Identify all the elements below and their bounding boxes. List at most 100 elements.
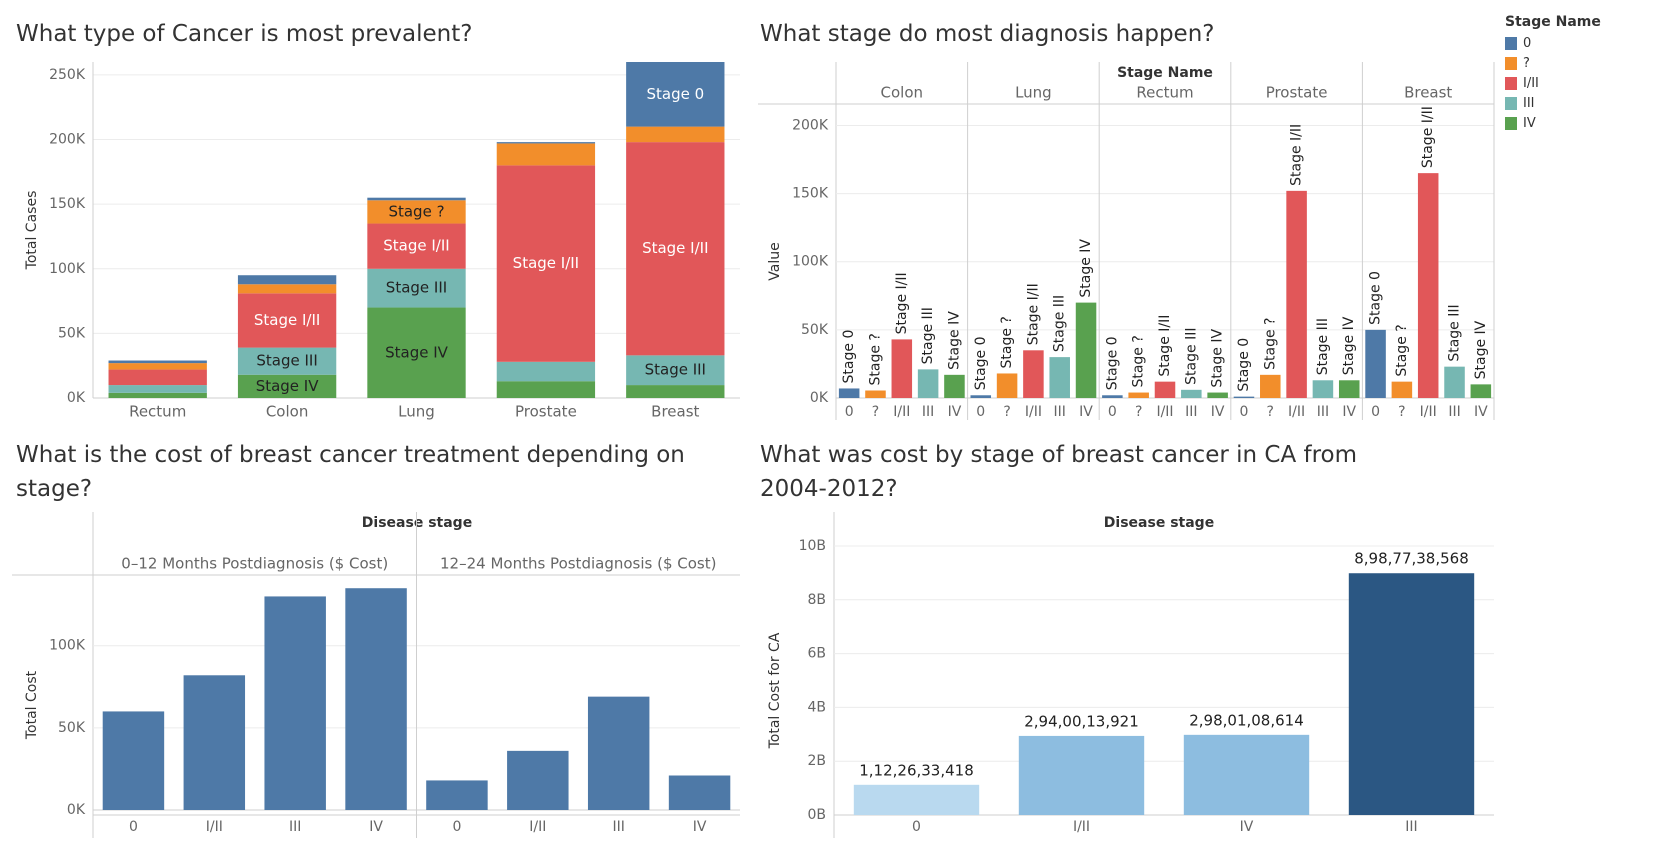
segment-label: Stage III bbox=[645, 361, 706, 379]
y-tick-label: 150K bbox=[49, 196, 86, 212]
legend-item[interactable]: IV bbox=[1505, 113, 1601, 133]
bar bbox=[865, 390, 886, 398]
bar bbox=[587, 696, 650, 810]
chart4-title: What was cost by stage of breast cancer … bbox=[760, 442, 1358, 502]
facet-label: Rectum bbox=[1136, 84, 1193, 102]
facet-label: Prostate bbox=[1266, 84, 1328, 102]
x-tick-label: IV bbox=[948, 404, 962, 420]
bar bbox=[668, 775, 731, 810]
x-tick-label: III bbox=[612, 819, 624, 835]
segment-label: Stage IV bbox=[256, 377, 320, 395]
bar-label: Stage IV bbox=[946, 311, 962, 370]
bar bbox=[917, 369, 939, 398]
chart1-title: What type of Cancer is most prevalent? bbox=[16, 21, 473, 47]
bar bbox=[853, 784, 980, 815]
bar-label: Stage IV bbox=[1341, 316, 1357, 375]
x-tick-label: Lung bbox=[398, 403, 435, 421]
segment-label: Stage I/II bbox=[254, 311, 320, 329]
bar bbox=[1181, 389, 1202, 398]
x-tick-label: III bbox=[289, 819, 301, 835]
stacked-bar-segment bbox=[496, 381, 596, 398]
bar bbox=[1233, 396, 1255, 398]
legend-item[interactable]: ? bbox=[1505, 53, 1601, 73]
x-tick-label: IV bbox=[369, 819, 383, 835]
bar-label: Stage I/II bbox=[1420, 106, 1436, 168]
stacked-bar-segment bbox=[108, 360, 207, 364]
y-tick-label: 0K bbox=[810, 390, 829, 406]
bar bbox=[102, 711, 165, 810]
stage-legend: Stage Name 0 ? I/II III IV bbox=[1505, 14, 1601, 133]
bar-label: Stage 0 bbox=[1104, 336, 1120, 390]
stacked-bar-segment bbox=[496, 361, 596, 382]
x-tick-label: ? bbox=[1398, 404, 1405, 420]
chart2-title: What stage do most diagnosis happen? bbox=[760, 21, 1215, 47]
stacked-bar-segment bbox=[626, 385, 725, 398]
y-tick-label: 100K bbox=[49, 261, 86, 277]
x-tick-label: Prostate bbox=[515, 403, 577, 421]
legend-item[interactable]: I/II bbox=[1505, 73, 1601, 93]
y-tick-label: 50K bbox=[58, 325, 86, 341]
bar bbox=[1417, 173, 1439, 398]
bar bbox=[1018, 735, 1145, 815]
bar-label: Stage III bbox=[920, 307, 936, 364]
stacked-bar-segment bbox=[237, 374, 337, 398]
x-tick-label: I/II bbox=[529, 819, 546, 835]
x-tick-label: I/II bbox=[1156, 404, 1173, 420]
x-tick-label: ? bbox=[1003, 404, 1010, 420]
y-tick-label: 100K bbox=[49, 638, 86, 654]
x-tick-label: IV bbox=[1079, 404, 1093, 420]
x-tick-label: 0 bbox=[912, 819, 921, 835]
bar-label: Stage IV bbox=[1078, 239, 1094, 298]
y-tick-label: 0K bbox=[67, 390, 86, 406]
bar bbox=[1312, 380, 1334, 398]
bar-label: Stage III bbox=[1447, 304, 1463, 361]
bar bbox=[1348, 573, 1475, 815]
legend-item[interactable]: III bbox=[1505, 93, 1601, 113]
legend-swatch bbox=[1505, 56, 1517, 70]
x-tick-label: III bbox=[1317, 404, 1329, 420]
legend-label: 0 bbox=[1523, 35, 1532, 51]
x-tick-label: 0 bbox=[452, 819, 461, 835]
y-tick-label: 2B bbox=[807, 753, 826, 769]
bar bbox=[970, 395, 992, 398]
x-tick-label: Breast bbox=[651, 403, 699, 421]
facet-label: 12–24 Months Postdiagnosis ($ Cost) bbox=[440, 555, 716, 573]
bar-label: Stage ? bbox=[867, 333, 883, 385]
bar bbox=[183, 675, 246, 810]
bar-label: Stage ? bbox=[999, 316, 1015, 368]
legend-item[interactable]: 0 bbox=[1505, 33, 1601, 53]
y-tick-label: 6B bbox=[807, 646, 826, 662]
stacked-bar-segment bbox=[367, 223, 466, 269]
stacked-bar-segment bbox=[496, 143, 596, 166]
y-tick-label: 200K bbox=[49, 132, 86, 148]
x-tick-label: IV bbox=[693, 819, 707, 835]
bar bbox=[1128, 392, 1149, 398]
segment-label: Stage III bbox=[256, 352, 317, 370]
x-tick-label: I/II bbox=[206, 819, 223, 835]
bar-label: Stage 0 bbox=[1368, 271, 1384, 325]
chart3-title: What is the cost of breast cancer treatm… bbox=[16, 442, 685, 502]
stacked-bar-segment bbox=[108, 369, 207, 386]
y-tick-label: 0K bbox=[67, 802, 86, 818]
x-tick-label: I/II bbox=[893, 404, 910, 420]
legend-label: IV bbox=[1523, 115, 1536, 131]
y-tick-label: 250K bbox=[49, 67, 86, 83]
segment-label: Stage I/II bbox=[642, 239, 708, 257]
x-tick-label: III bbox=[1185, 404, 1197, 420]
y-tick-label: 0B bbox=[807, 807, 826, 823]
segment-label: Stage I/II bbox=[513, 254, 579, 272]
bar-label: Stage I/II bbox=[1025, 283, 1041, 345]
legend-swatch bbox=[1505, 116, 1517, 130]
bar-label: Stage I/II bbox=[894, 272, 910, 334]
bar-label: Stage III bbox=[1183, 328, 1199, 385]
bar-label: Stage I/II bbox=[1157, 315, 1173, 377]
x-tick-label: IV bbox=[1211, 404, 1225, 420]
stacked-bar-segment bbox=[237, 284, 337, 294]
segment-label: Stage 0 bbox=[646, 85, 704, 103]
y-axis-title: Total Cost for CA bbox=[767, 632, 783, 749]
x-tick-label: III bbox=[1448, 404, 1460, 420]
legend-title: Stage Name bbox=[1505, 14, 1601, 30]
legend-swatch bbox=[1505, 96, 1517, 110]
bar bbox=[1260, 374, 1281, 398]
stacked-bar-segment bbox=[367, 200, 466, 224]
